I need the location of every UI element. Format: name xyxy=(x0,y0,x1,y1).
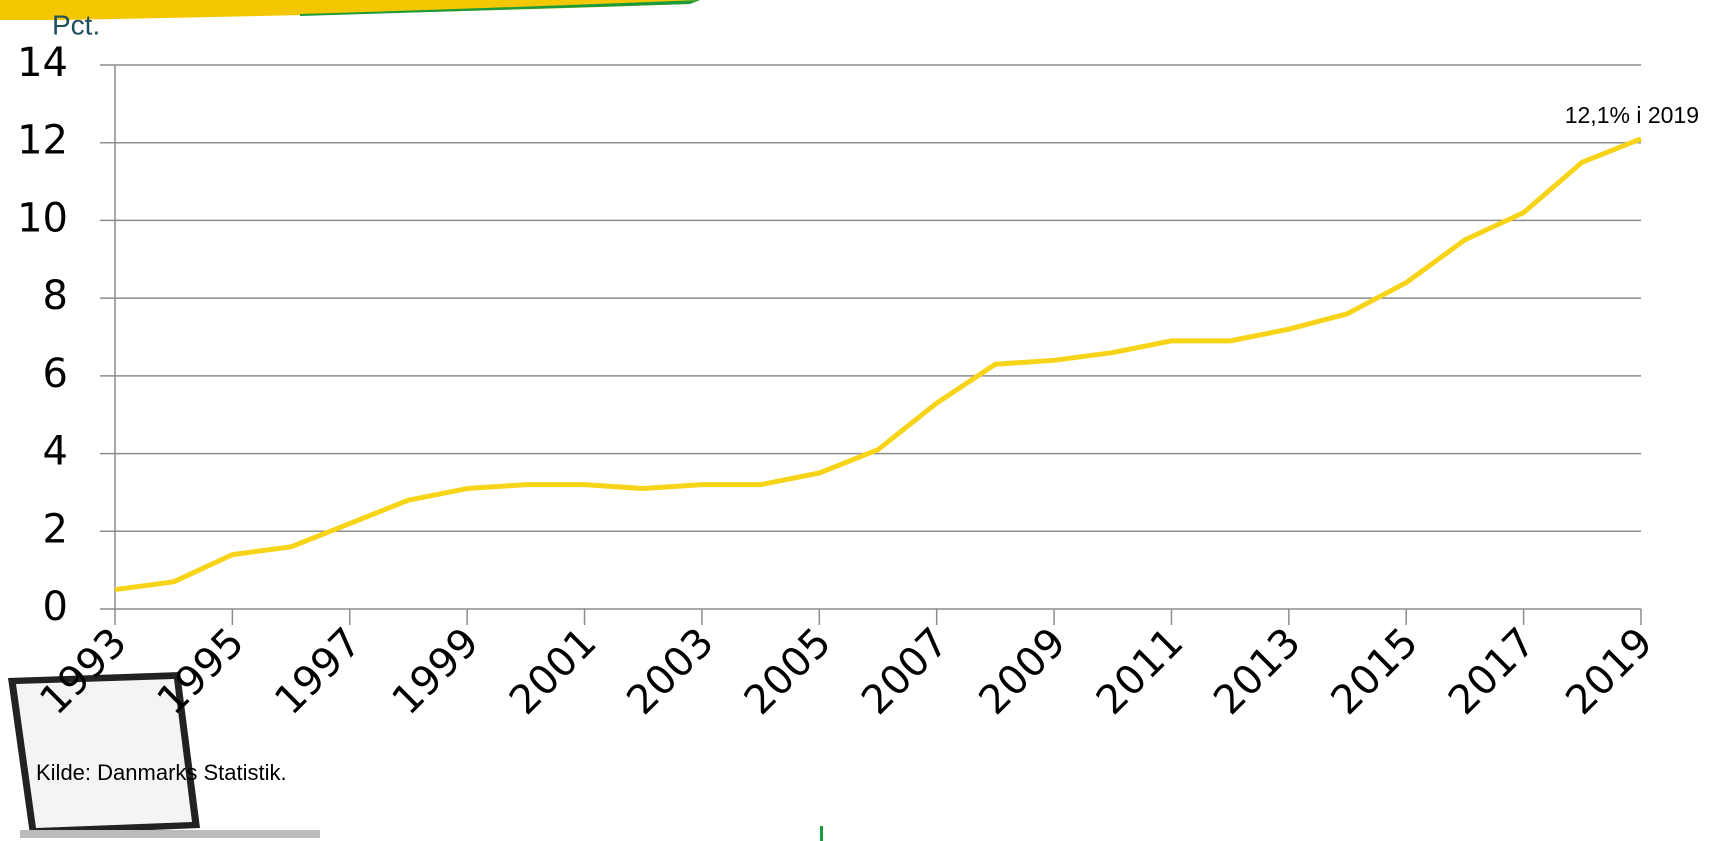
x-tick-label: 2005 xyxy=(736,619,841,724)
x-tick-label: 2019 xyxy=(1557,619,1662,724)
x-tick-label: 2013 xyxy=(1205,619,1310,724)
header-stripe xyxy=(0,0,700,20)
x-tick-label: 2015 xyxy=(1323,619,1428,724)
annotation: 12,1% i 2019 xyxy=(1565,102,1699,128)
y-tick-label: 0 xyxy=(43,584,68,630)
x-tick-label: 1999 xyxy=(383,619,488,724)
x-tick-label: 2003 xyxy=(618,619,723,724)
x-tick-label: 1995 xyxy=(149,619,254,724)
y-tick-label: 4 xyxy=(43,429,68,475)
y-tick-label: 12 xyxy=(17,118,68,164)
source: Kilde: Danmarks Statistik. xyxy=(36,760,287,785)
x-tick-label: 2009 xyxy=(970,619,1075,724)
x-tick-label: 1997 xyxy=(266,619,371,724)
y-tick-label: 2 xyxy=(43,506,68,552)
data-line xyxy=(115,139,1641,590)
x-tick-label: 2011 xyxy=(1088,619,1193,724)
footer-mark xyxy=(820,826,823,841)
y-tick-label: 14 xyxy=(17,40,68,86)
x-tick-label: 2007 xyxy=(853,619,958,724)
y-tick-label: 10 xyxy=(17,195,68,241)
y-axis-label: Pct. xyxy=(52,9,100,40)
y-tick-label: 6 xyxy=(43,351,68,397)
x-tick-label: 2001 xyxy=(501,619,606,724)
x-tick-label: 2017 xyxy=(1440,619,1545,724)
y-tick-label: 8 xyxy=(43,273,68,319)
chart: Pct. 12,1% i 2019 Kilde: Danmarks Statis… xyxy=(0,0,1713,841)
